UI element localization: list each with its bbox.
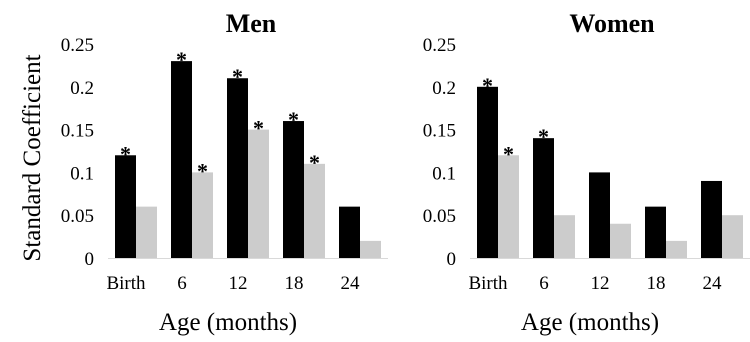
significance-marker: * [197,158,208,183]
x-tick-label: 12 [229,273,248,294]
bar-men-black [227,78,248,259]
x-tick-label: 6 [539,273,549,294]
significance-marker: * [176,47,187,72]
bar-men-gray [248,129,269,258]
x-axis-label-men: Age (months) [159,309,297,336]
bar-women-gray [554,215,575,258]
bar-women-black [701,180,722,258]
y-tick-label: 0.2 [70,78,94,99]
x-tick-label: 12 [591,273,610,294]
bar-women-black [589,172,610,258]
y-tick-label: 0 [447,249,457,270]
x-tick-label: 24 [703,273,723,294]
y-axis-label: Standard Coefficient [19,54,46,261]
y-tick-label: 0.25 [423,35,456,56]
significance-marker: * [538,124,549,149]
bar-women-gray [498,155,519,258]
chart-title-men: Men [226,9,277,38]
bar-women-gray [610,223,631,258]
y-tick-label: 0.25 [61,35,94,56]
significance-marker: * [120,141,131,166]
y-tick-label: 0.15 [423,121,456,142]
y-tick-label: 0.05 [61,206,94,227]
bar-men-gray [304,163,325,258]
y-tick-label: 0 [85,249,95,270]
x-tick-label: Birth [106,273,146,294]
bar-men-black [339,206,360,258]
y-tick-label: 0.15 [61,121,94,142]
bar-men-black [171,61,192,259]
significance-marker: * [482,73,493,98]
bar-women-black [533,138,554,258]
y-tick-label: 0.1 [70,163,94,184]
x-axis-label-women: Age (months) [521,309,659,336]
x-tick-label: 18 [285,273,304,294]
bar-men-gray [192,172,213,258]
bar-women-black [645,206,666,258]
significance-marker: * [232,64,243,89]
x-tick-label: 6 [177,273,187,294]
significance-marker: * [309,150,320,175]
y-tick-label: 0.1 [432,163,456,184]
significance-marker: * [288,107,299,132]
x-tick-label: 18 [647,273,666,294]
chart-panel-women: Women 0 0.05 0.1 0.15 0.2 0.25 * * Birth * 6 12 18 24 A… [423,9,750,336]
bar-men-black [115,155,136,258]
bar-men-black [283,121,304,258]
significance-marker: * [503,141,514,166]
bar-women-black [477,86,498,258]
significance-marker: * [253,116,264,141]
chart-title-women: Women [569,9,655,38]
chart-panel-men: Men 0 0.05 0.1 0.15 0.2 0.25 * Birth * * 6 * * 12 * * 18 2… [61,9,388,336]
bar-women-gray [666,240,687,258]
y-tick-label: 0.05 [423,206,456,227]
bar-men-gray [136,206,157,258]
bar-men-gray [360,240,381,258]
y-tick-label: 0.2 [432,78,456,99]
bar-women-gray [722,215,743,258]
x-tick-label: Birth [468,273,508,294]
x-tick-label: 24 [341,273,361,294]
